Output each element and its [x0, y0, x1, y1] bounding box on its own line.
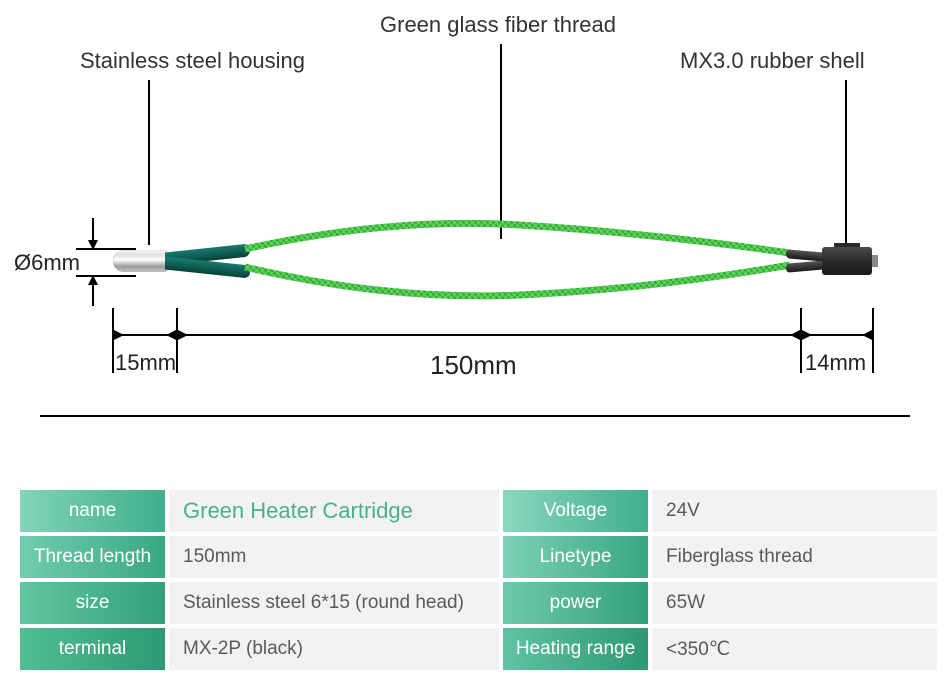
dim-tick	[800, 308, 802, 373]
dim-cartridge-len: 15mm	[115, 350, 176, 376]
pointer-housing	[148, 80, 150, 245]
product-diagram: Stainless steel housing Green glass fibe…	[0, 0, 950, 460]
pointer-shell	[845, 80, 847, 245]
spec-table: name Green Heater Cartridge Voltage 24V …	[20, 490, 937, 670]
label-housing: Stainless steel housing	[80, 48, 305, 74]
spec-val: 65W	[652, 582, 937, 624]
dim-line	[178, 334, 800, 336]
spec-key: Linetype	[503, 536, 648, 578]
pointer-fiber	[500, 44, 502, 239]
cartridge-icon	[113, 250, 168, 272]
label-shell: MX3.0 rubber shell	[680, 48, 865, 74]
spec-key: Thread length	[20, 536, 165, 578]
spec-val: 24V	[652, 490, 937, 532]
arrow-icon	[862, 330, 872, 340]
dim-line	[76, 275, 136, 277]
spec-val: MX-2P (black)	[169, 628, 499, 670]
spec-key: size	[20, 582, 165, 624]
product-illustration	[80, 230, 890, 290]
spec-key: power	[503, 582, 648, 624]
connector-icon	[822, 247, 872, 275]
arrow-icon	[166, 330, 176, 340]
spec-key: terminal	[20, 628, 165, 670]
spec-key: name	[20, 490, 165, 532]
arrow-icon	[790, 330, 800, 340]
label-fiber: Green glass fiber thread	[380, 12, 616, 38]
dim-tick	[176, 308, 178, 373]
spec-val: Stainless steel 6*15 (round head)	[169, 582, 499, 624]
wire-icon	[240, 215, 800, 305]
spec-key: Voltage	[503, 490, 648, 532]
dim-connector-len: 14mm	[805, 350, 866, 376]
spec-val: 150mm	[169, 536, 499, 578]
dim-wire-len: 150mm	[430, 350, 517, 381]
spec-val: Fiberglass thread	[652, 536, 937, 578]
dim-tick	[112, 308, 114, 373]
spec-val: <350℃	[652, 628, 937, 670]
baseline	[40, 415, 910, 417]
spec-val: Green Heater Cartridge	[169, 490, 499, 532]
dim-diameter: Ø6mm	[14, 250, 80, 276]
dim-line	[76, 248, 136, 250]
dim-tick	[872, 308, 874, 373]
arrow-icon	[88, 240, 98, 250]
arrow-icon	[88, 275, 98, 285]
spec-key: Heating range	[503, 628, 648, 670]
